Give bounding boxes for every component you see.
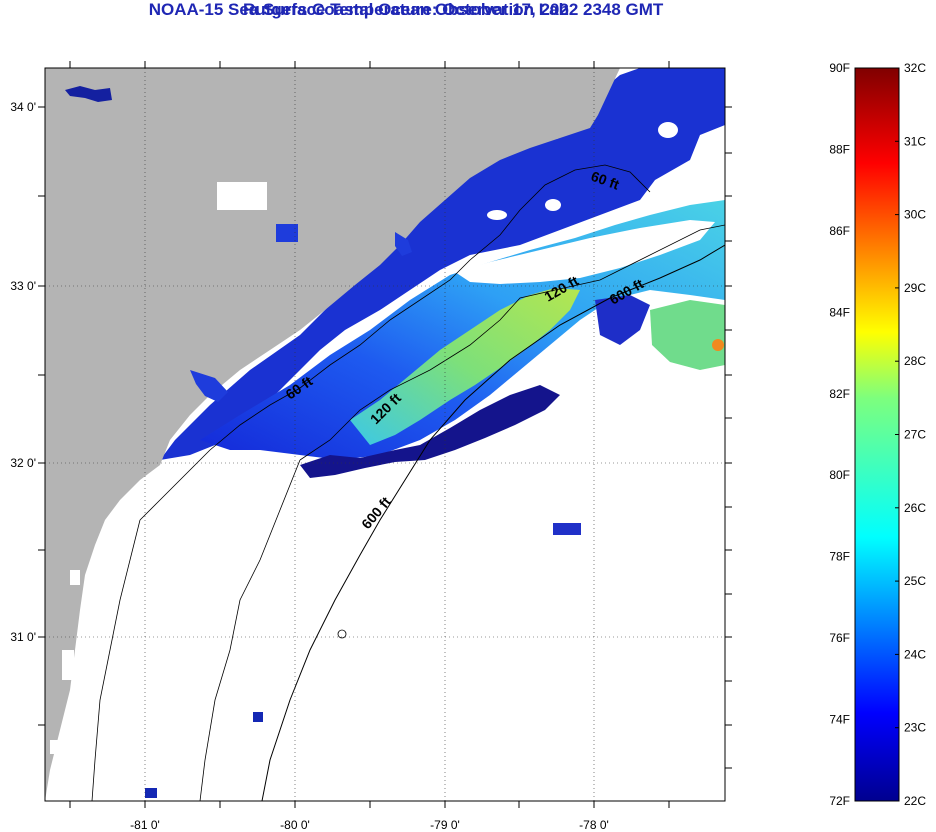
sst-nearshore-cool-band [160,68,725,460]
graticule [45,68,725,801]
isobath-120ft-line [299,224,725,461]
estuary [190,370,228,402]
sst-isolated-pixel [253,712,263,722]
cloud-gap [658,122,678,138]
sst-shelfbreak-warm-band [350,288,580,445]
isobath-600ft-loop [337,629,347,639]
cloud-gap-land [70,570,80,585]
lon-tick-label: -79 0' [430,818,460,832]
isobath-600ft-line [261,244,725,801]
isobath-120ft-line-south [199,459,301,801]
lat-tick-label: 31 0' [10,630,36,644]
cloud-gap-land [217,182,267,210]
lon-tick-label: -81 0' [130,818,160,832]
sst-isolated-pixel [145,788,157,798]
map-subtitle: Rutgers Coastal Ocean Observation Lab [243,0,569,19]
lat-tick-label: 33 0' [10,279,36,293]
sst-cloud-edge-speckle [300,385,560,478]
cloud-gap [545,199,561,211]
lat-tick-label: 34 0' [10,100,36,114]
cloud-gap-land [50,740,72,754]
cloud-gap [455,220,715,284]
estuary [395,232,412,256]
inland-lake [276,224,298,242]
lon-tick-label: -78 0' [579,818,609,832]
inland-lake [65,86,112,102]
axis-ticks [38,61,732,808]
sst-hot-spot [712,339,724,351]
land-mass [45,68,620,801]
map-title: NOAA-15 Sea Surface Temperature: October… [148,0,664,19]
lat-tick-label: 32 0' [10,456,36,470]
cloud-gap-land [62,650,74,680]
lon-tick-label: -80 0' [280,818,310,832]
map-frame [44,67,726,802]
isobath-60ft-line [139,164,651,521]
cloud-gap [487,210,507,220]
sst-offshore-warm-patch [650,300,725,370]
sst-isolated-pixel-cluster [553,523,581,535]
sst-offshore-speckle [595,295,650,345]
isobath-60ft-line-south [91,519,141,801]
